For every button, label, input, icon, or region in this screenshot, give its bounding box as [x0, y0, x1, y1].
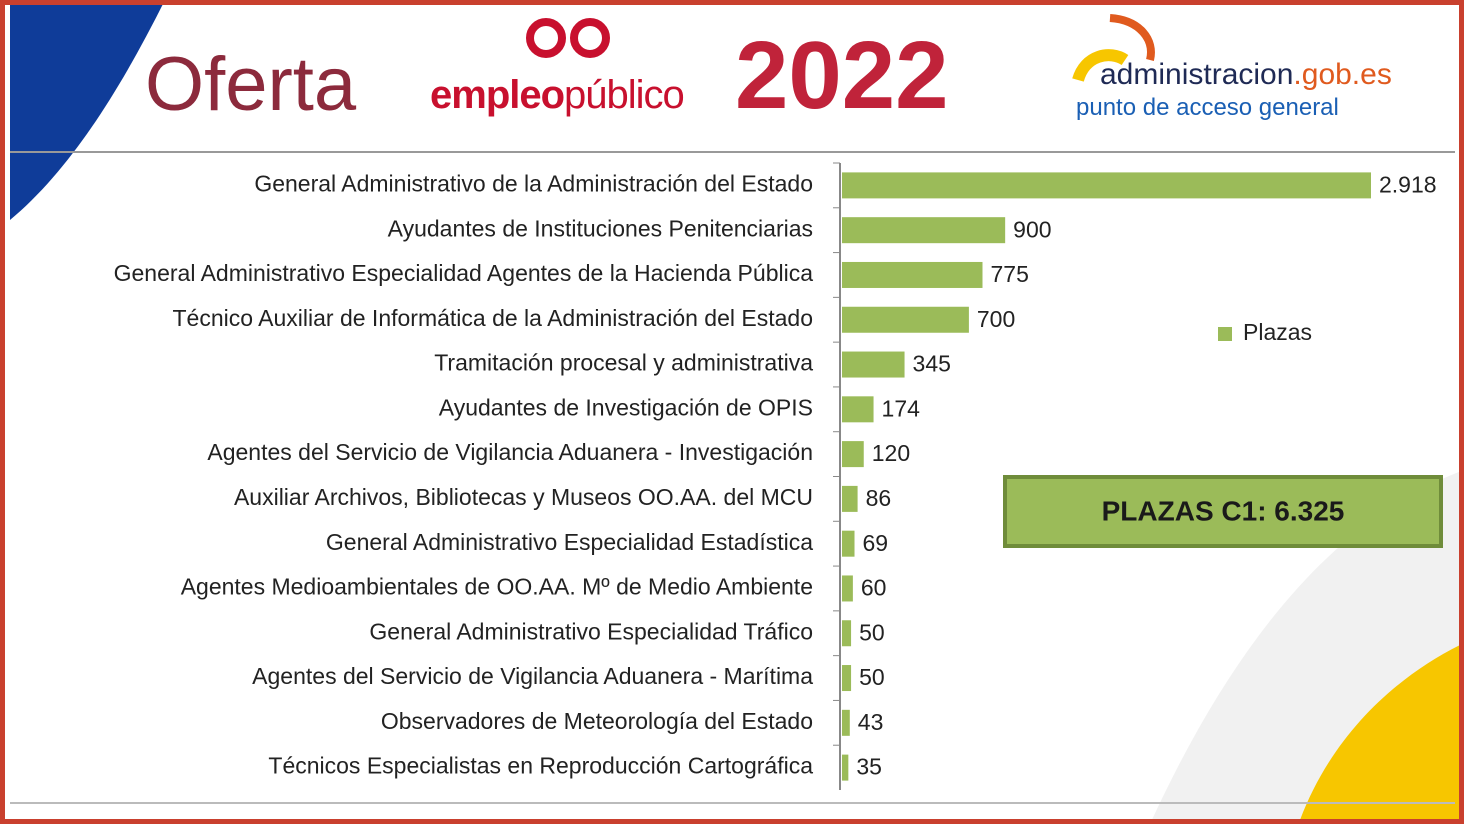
decor-yellow	[1300, 645, 1460, 820]
value-label: 50	[859, 664, 885, 690]
bar	[842, 351, 905, 378]
brand-light: público	[564, 73, 684, 117]
category-label: General Administrativo Especialidad Agen…	[114, 260, 814, 286]
eo-logo	[526, 18, 610, 58]
value-label: 86	[866, 485, 892, 511]
bar	[842, 575, 853, 602]
legend-swatch	[1218, 327, 1232, 341]
bar	[842, 217, 1006, 244]
value-label: 43	[858, 709, 884, 735]
value-label: 900	[1013, 216, 1051, 242]
category-label: Tramitación procesal y administrativa	[434, 350, 813, 376]
site-main: administracion	[1100, 58, 1293, 91]
category-label: Agentes del Servicio de Vigilancia Aduan…	[252, 663, 813, 689]
bar	[842, 754, 849, 781]
bar	[842, 441, 864, 468]
site-logo-arc	[1072, 49, 1129, 83]
year: 2022	[735, 22, 949, 129]
category-label: Agentes Medioambientales de OO.AA. Mº de…	[181, 574, 813, 600]
bar	[842, 620, 852, 647]
value-label: 60	[861, 575, 887, 601]
category-label: Auxiliar Archivos, Bibliotecas y Museos …	[234, 484, 813, 510]
bar	[842, 396, 874, 423]
value-label: 50	[859, 619, 885, 645]
site-domain: .gob.es	[1293, 58, 1391, 91]
value-label: 35	[856, 754, 882, 780]
category-label: General Administrativo Especialidad Esta…	[326, 529, 813, 555]
site-logo-arc2	[1109, 14, 1155, 61]
bar	[842, 530, 855, 557]
bar	[842, 485, 858, 512]
bar	[842, 261, 983, 288]
title: Oferta	[145, 42, 357, 127]
legend-label: Plazas	[1243, 319, 1312, 345]
value-label: 775	[990, 261, 1028, 287]
annotation-box	[1003, 475, 1443, 548]
value-label: 2.918	[1379, 171, 1437, 197]
category-label: Ayudantes de Instituciones Penitenciaria…	[388, 215, 813, 241]
value-label: 345	[913, 351, 951, 377]
bar	[842, 665, 852, 692]
brand: empleopúblico	[430, 73, 684, 117]
category-label: Observadores de Meteorología del Estado	[381, 708, 813, 734]
category-label: Agentes del Servicio de Vigilancia Aduan…	[207, 439, 813, 465]
value-label: 700	[977, 306, 1015, 332]
value-label: 174	[882, 395, 921, 421]
value-label: 120	[872, 440, 910, 466]
category-label: General Administrativo Especialidad Tráf…	[369, 618, 813, 644]
bar	[842, 709, 850, 736]
category-label: Ayudantes de Investigación de OPIS	[439, 394, 813, 420]
brand-bold: empleo	[430, 73, 564, 117]
value-label: 69	[863, 530, 889, 556]
site: administracion.gob.es	[1100, 58, 1392, 91]
category-label: General Administrativo de la Administrac…	[254, 170, 813, 196]
bar	[842, 172, 1371, 199]
category-label: Técnicos Especialistas en Reproducción C…	[268, 753, 813, 779]
category-label: Técnico Auxiliar de Informática de la Ad…	[173, 305, 814, 331]
decor-blue	[10, 0, 165, 220]
site-tagline: punto de acceso general	[1076, 94, 1339, 121]
annotation: PLAZAS C1: 6.325	[1102, 495, 1345, 526]
bar	[842, 306, 969, 333]
